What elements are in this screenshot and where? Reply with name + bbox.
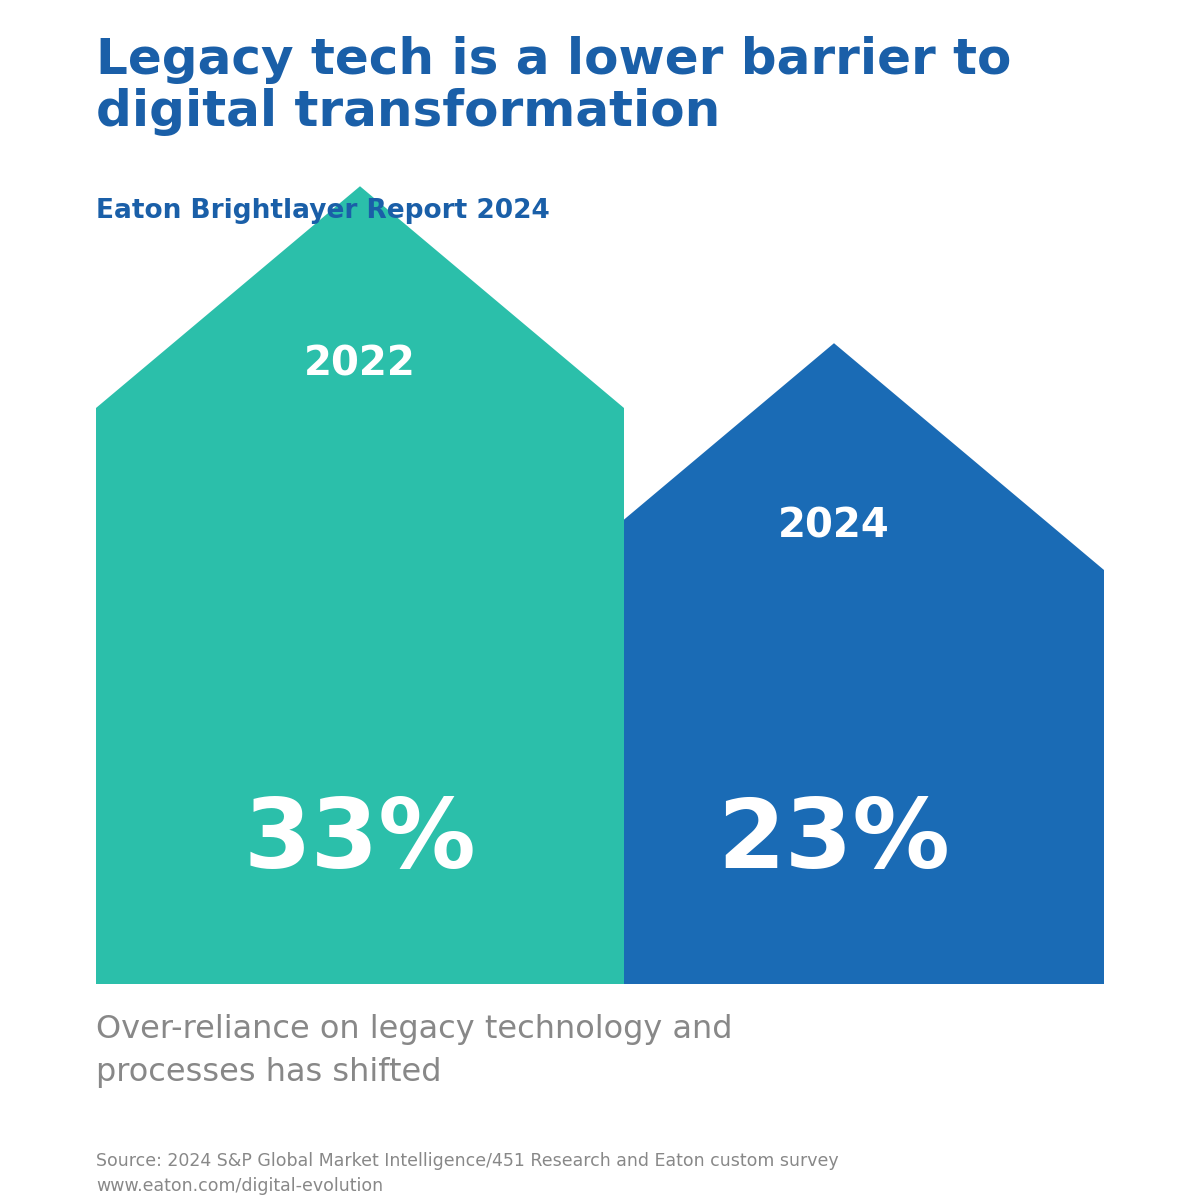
Polygon shape: [96, 186, 624, 984]
Text: Eaton Brightlayer Report 2024: Eaton Brightlayer Report 2024: [96, 198, 550, 224]
Text: 23%: 23%: [718, 794, 950, 888]
Text: Source: 2024 S&P Global Market Intelligence/451 Research and Eaton custom survey: Source: 2024 S&P Global Market Intellige…: [96, 1152, 839, 1195]
Text: 33%: 33%: [244, 794, 476, 888]
Polygon shape: [564, 343, 1104, 984]
Text: 2024: 2024: [778, 506, 890, 546]
Text: Over-reliance on legacy technology and
processes has shifted: Over-reliance on legacy technology and p…: [96, 1014, 732, 1088]
Text: 2022: 2022: [304, 344, 416, 384]
Text: Legacy tech is a lower barrier to
digital transformation: Legacy tech is a lower barrier to digita…: [96, 36, 1012, 136]
